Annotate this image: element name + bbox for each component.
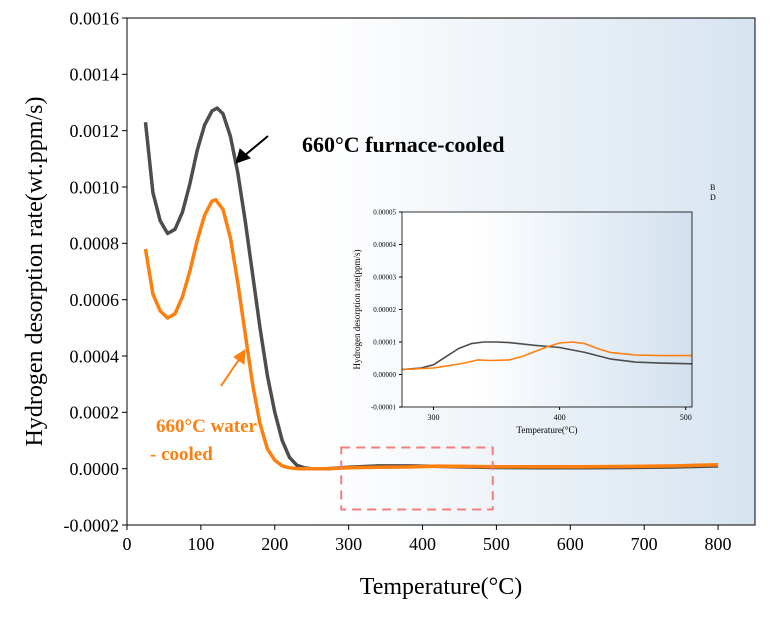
x-tick-label: 300	[428, 413, 440, 422]
main-y-axis-label: Hydrogen desorption rate(wt.ppm/s)	[22, 97, 48, 447]
legend-label-d: D	[710, 193, 716, 202]
inset-x-axis-label: Temperature(°C)	[517, 425, 578, 435]
y-tick-label: 0.00002	[373, 306, 396, 314]
water-arrow	[220, 349, 246, 387]
series-line-0	[401, 341, 693, 371]
y-tick-label: 0.0008	[70, 234, 120, 254]
y-tick-label: 0.0006	[70, 290, 120, 310]
x-tick-label: 500	[680, 413, 692, 422]
main-plot-frame	[126, 17, 756, 526]
y-tick-label: 0.0002	[70, 403, 120, 423]
x-tick-label: 500	[483, 534, 510, 554]
zoom-region-box	[340, 446, 494, 511]
x-tick-label: 800	[705, 534, 732, 554]
water-cooled-annotation-line1: 660°C water	[156, 416, 258, 437]
inset-y-axis-label: Hydrogen desorption rate(ppm/s)	[352, 250, 362, 370]
inset-plot-background	[402, 212, 692, 407]
y-tick-label: 0.00003	[373, 273, 396, 281]
y-tick-label: 0.00001	[373, 338, 396, 346]
x-tick-label: 400	[554, 413, 566, 422]
x-tick-label: 600	[557, 534, 584, 554]
y-tick-label: 0.0014	[70, 65, 120, 85]
inset-plot: 300 400 500 -0.00001 0.00000 0.00001 0.00002 0.…	[352, 183, 716, 435]
x-tick-label: 200	[261, 534, 288, 554]
y-tick-label: 0.0000	[70, 459, 120, 479]
x-tick-label: 400	[409, 534, 436, 554]
y-tick-label: 0.0010	[70, 177, 120, 197]
y-tick-label: -0.00001	[371, 403, 397, 411]
y-tick-label: 0.0004	[70, 346, 120, 366]
y-tick-label: 0.0016	[70, 8, 120, 28]
y-tick-label: 0.00004	[373, 241, 396, 249]
water-cooled-annotation-line2: - cooled	[150, 444, 213, 465]
y-tick-label: 0.0012	[70, 121, 120, 141]
y-tick-label: 0.00000	[373, 371, 396, 379]
series-line-1	[401, 341, 692, 371]
y-tick-label: -0.0002	[64, 515, 120, 535]
x-tick-label: 100	[187, 534, 214, 554]
x-tick-label: 700	[631, 534, 658, 554]
x-tick-label: 300	[335, 534, 362, 554]
main-x-axis-label: Temperature(°C)	[360, 574, 523, 600]
furnace-cooled-annotation: 660°C furnace-cooled	[302, 132, 504, 157]
y-tick-label: 0.00005	[373, 208, 396, 216]
x-tick-label: 0	[123, 534, 132, 554]
legend-label-b: B	[710, 183, 715, 192]
series-line-1	[143, 197, 719, 471]
furnace-arrow	[235, 135, 269, 164]
